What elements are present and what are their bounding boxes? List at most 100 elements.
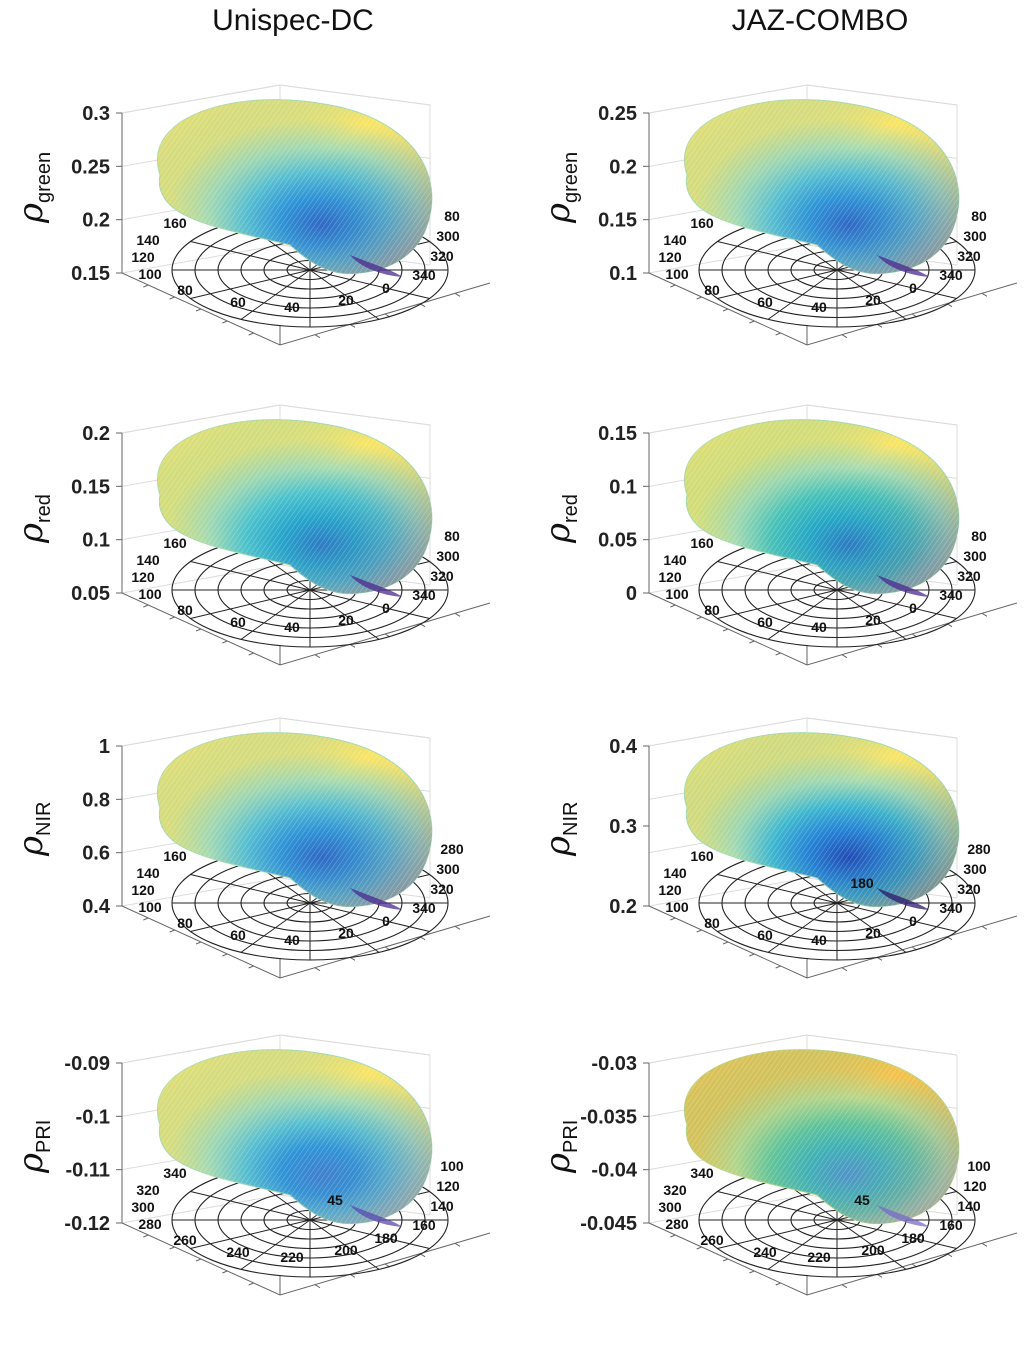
polar-tick-label: 100: [138, 586, 162, 602]
z-axis-label: ρNIR: [538, 802, 582, 857]
z-axis-label: ρgreen: [11, 152, 55, 224]
polar-tick-label: 160: [690, 535, 714, 551]
polar-tick-label: 200: [861, 1242, 885, 1258]
polar-tick-label: 340: [163, 1165, 187, 1181]
z-tick-label: 0.1: [609, 263, 637, 285]
z-tick-label: 0.6: [82, 843, 110, 865]
z-tick-label: -0.04: [591, 1160, 637, 1182]
polar-tick-label: 320: [957, 248, 981, 264]
polar-tick-label: 160: [690, 215, 714, 231]
polar-tick-label: 120: [131, 249, 155, 265]
polar-tick-label: 120: [131, 569, 155, 585]
z-tick-label: -0.11: [66, 1160, 110, 1182]
polar-tick-label: 60: [757, 294, 773, 310]
z-tick-label: 0.4: [82, 896, 111, 918]
polar-tick-label: 80: [971, 208, 987, 224]
polar-tick-label: 100: [967, 1158, 991, 1174]
polar-tick-label: 120: [658, 569, 682, 585]
z-tick-label: -0.09: [64, 1053, 110, 1075]
z-tick-label: -0.03: [591, 1053, 637, 1075]
polar-tick-label: 240: [753, 1244, 777, 1260]
z-axis-label: ρPRI: [11, 1120, 55, 1174]
z-tick-label: 0.4: [609, 736, 638, 758]
z-tick-label: 0.25: [71, 156, 110, 178]
column-title-jaz: JAZ-COMBO: [731, 4, 909, 37]
polar-tick-label: 100: [440, 1158, 464, 1174]
z-tick-label: 0.2: [609, 156, 637, 178]
polar-tick-label: 0: [382, 600, 390, 616]
polar-tick-label: 40: [284, 932, 300, 948]
polar-tick-label: 20: [865, 925, 881, 941]
polar-tick-label: 40: [284, 299, 300, 315]
z-tick-label: 0.05: [598, 530, 637, 552]
polar-tick-label: 20: [338, 612, 354, 628]
polar-tick-label: 60: [230, 927, 246, 943]
z-tick-label: 0.25: [598, 103, 637, 125]
polar-tick-label: 0: [382, 913, 390, 929]
polar-tick-label: 80: [444, 528, 460, 544]
polar-tick-label: 300: [436, 228, 460, 244]
z-tick-label: 0.2: [609, 896, 637, 918]
polar-tick-label: 300: [436, 548, 460, 564]
polar-tick-label: 300: [963, 861, 987, 877]
polar-tick-label: 300: [436, 861, 460, 877]
polar-tick-label: 300: [963, 228, 987, 244]
z-tick-label: 0.3: [82, 103, 110, 125]
polar-tick-label: 140: [430, 1198, 454, 1214]
z-axis-label: ρNIR: [11, 802, 55, 857]
z-tick-label: 0.1: [82, 530, 110, 552]
polar-tick-label: 60: [757, 614, 773, 630]
polar-tick-label: 320: [136, 1182, 160, 1198]
polar-tick-label: 320: [663, 1182, 687, 1198]
polar-tick-label: 320: [957, 568, 981, 584]
polar-tick-label: 140: [663, 552, 687, 568]
polar-tick-label: 140: [136, 232, 160, 248]
z-tick-label: 0.1: [609, 476, 637, 498]
z-tick-label: 0.15: [71, 476, 110, 498]
polar-tick-label: 180: [374, 1230, 398, 1246]
polar-tick-label: 45: [854, 1192, 870, 1208]
polar-tick-label: 80: [971, 528, 987, 544]
polar-tick-label: 0: [909, 280, 917, 296]
z-tick-label: -0.12: [64, 1213, 110, 1235]
polar-tick-label: 320: [430, 568, 454, 584]
z-tick-label: 0.3: [609, 816, 637, 838]
polar-tick-label: 0: [909, 913, 917, 929]
polar-tick-label: 280: [138, 1216, 162, 1232]
z-axis-label: ρgreen: [538, 152, 582, 224]
polar-tick-label: 40: [811, 299, 827, 315]
z-tick-label: 0.2: [82, 423, 110, 445]
polar-tick-label: 300: [131, 1199, 155, 1215]
polar-tick-label: 120: [131, 882, 155, 898]
polar-tick-label: 100: [665, 899, 689, 915]
z-tick-label: 0.05: [71, 583, 110, 605]
polar-tick-label: 180: [901, 1230, 925, 1246]
polar-tick-label: 80: [177, 282, 193, 298]
polar-tick-label: 20: [865, 612, 881, 628]
polar-tick-label: 140: [663, 232, 687, 248]
polar-tick-label: 100: [138, 899, 162, 915]
polar-tick-label: 160: [163, 848, 187, 864]
polar-tick-label: 320: [430, 881, 454, 897]
polar-tick-label: 340: [412, 267, 436, 283]
polar-tick-label: 280: [967, 841, 991, 857]
polar-tick-label: 340: [412, 900, 436, 916]
polar-tick-label: 140: [136, 865, 160, 881]
polar-tick-label: 120: [658, 249, 682, 265]
polar-tick-label: 320: [430, 248, 454, 264]
polar-tick-label: 280: [440, 841, 464, 857]
polar-tick-label: 180: [850, 875, 874, 891]
polar-tick-label: 60: [230, 294, 246, 310]
polar-tick-label: 20: [338, 292, 354, 308]
z-tick-label: -0.045: [580, 1213, 637, 1235]
polar-tick-label: 160: [690, 848, 714, 864]
polar-tick-label: 60: [757, 927, 773, 943]
polar-tick-label: 280: [665, 1216, 689, 1232]
polar-tick-label: 220: [807, 1249, 831, 1265]
z-tick-label: 0.2: [82, 210, 110, 232]
